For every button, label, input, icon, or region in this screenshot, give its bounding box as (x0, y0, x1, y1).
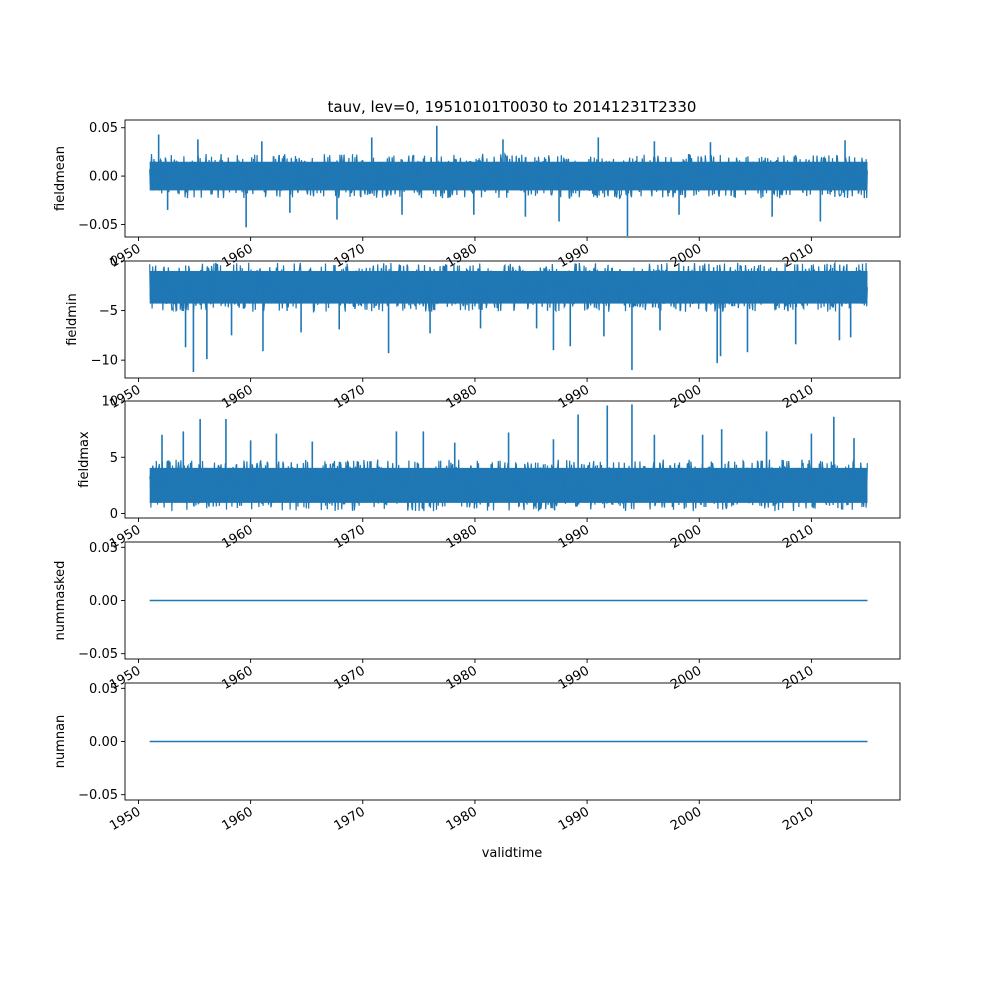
y-tick-label: −0.05 (78, 647, 118, 662)
y-tick-label: 0.00 (89, 735, 118, 750)
y-tick-label: −0.05 (78, 218, 118, 233)
y-tick-label: 0.00 (89, 594, 118, 609)
plot-area-fieldmax (149, 404, 868, 512)
y-axis-label: nummasked (53, 561, 68, 641)
plot-area-fieldmean (149, 125, 868, 237)
y-tick-label: 5 (110, 451, 118, 466)
y-tick-label: −10 (91, 354, 118, 369)
y-tick-label: 0 (110, 255, 118, 270)
y-tick-label: 10 (101, 395, 118, 410)
y-tick-label: −0.05 (78, 788, 118, 803)
y-axis-label: numnan (53, 715, 68, 769)
y-tick-label: 0.05 (89, 121, 118, 136)
figure-title: tauv, lev=0, 19510101T0030 to 20141231T2… (328, 98, 697, 116)
plot-area-fieldmin (149, 261, 868, 373)
y-tick-label: −5 (99, 304, 118, 319)
axes-frame (124, 400, 901, 519)
axes-frame (124, 260, 901, 379)
x-axis-label: validtime (482, 846, 543, 861)
y-tick-label: 0.00 (89, 170, 118, 185)
y-axis-label: fieldmin (65, 293, 80, 346)
y-tick-label: 0.05 (89, 682, 118, 697)
series-line (149, 152, 868, 200)
axes-frame (124, 119, 901, 238)
y-axis-label: fieldmax (77, 431, 92, 488)
y-tick-label: 0 (110, 507, 118, 522)
y-axis-label: fieldmean (53, 146, 68, 211)
y-tick-label: 0.05 (89, 541, 118, 556)
